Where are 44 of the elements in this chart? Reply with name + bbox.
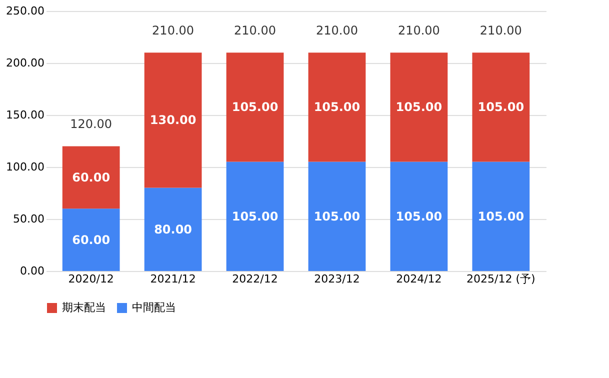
x-tick-label: 2023/12 [314, 272, 360, 286]
y-tick-label: 250.00 [6, 4, 44, 18]
data-label: 105.00 [396, 209, 442, 224]
data-label: 105.00 [314, 100, 360, 114]
data-label: 105.00 [232, 100, 278, 114]
x-tick-label: 2020/12 [68, 272, 114, 286]
bar [308, 52, 366, 162]
x-tick-label: 2024/12 [396, 272, 442, 286]
bar [308, 162, 366, 271]
data-label: 105.00 [478, 100, 524, 114]
bar [390, 52, 448, 162]
total-label: 210.00 [480, 24, 522, 38]
total-label: 120.00 [70, 117, 112, 132]
bar [226, 52, 284, 162]
data-label: 105.00 [396, 100, 442, 114]
bar [144, 52, 202, 188]
bar [472, 162, 530, 271]
y-tick-label: 0.00 [20, 264, 44, 278]
bar [472, 52, 530, 162]
y-tick-label: 200.00 [6, 56, 44, 70]
legend-label: 期末配当 [62, 301, 106, 314]
total-label: 210.00 [316, 24, 358, 38]
bar [226, 162, 284, 271]
bar [62, 146, 120, 209]
legend-label: 中間配当 [132, 301, 176, 314]
x-tick-label: 2025/12 (予) [466, 272, 536, 286]
data-label: 105.00 [478, 209, 524, 224]
y-tick-label: 150.00 [6, 108, 44, 122]
data-label: 60.00 [72, 232, 110, 247]
y-tick-label: 50.00 [13, 212, 44, 226]
x-tick-label: 2021/12 [150, 272, 196, 286]
data-label: 80.00 [154, 222, 192, 236]
total-label: 210.00 [398, 24, 440, 38]
data-label: 105.00 [314, 209, 360, 224]
bar [390, 162, 448, 271]
total-label: 210.00 [152, 24, 194, 38]
x-tick-label: 2022/12 [232, 272, 278, 286]
data-label: 130.00 [150, 113, 196, 128]
data-label: 105.00 [232, 209, 278, 224]
bar [62, 208, 120, 271]
data-label: 60.00 [72, 170, 110, 184]
total-label: 210.00 [234, 24, 276, 38]
bar [144, 188, 202, 271]
y-tick-label: 100.00 [6, 160, 44, 174]
